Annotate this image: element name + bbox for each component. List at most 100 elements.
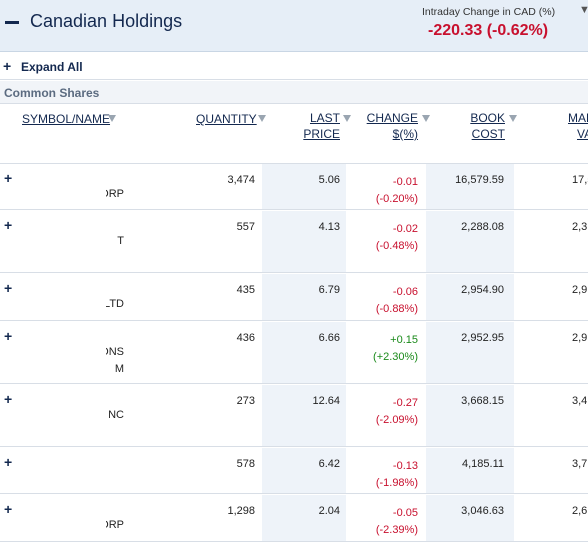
header-divider: [0, 163, 588, 164]
quantity-value: 578: [236, 458, 255, 470]
market-value-sort-link-line2[interactable]: VA: [577, 127, 588, 141]
change-value: +0.15 (+2.30%): [373, 334, 418, 363]
expand-all-plus-icon[interactable]: +: [3, 58, 12, 74]
sort-arrow-icon[interactable]: [343, 115, 351, 122]
sort-arrow-icon[interactable]: [509, 115, 517, 122]
change-sort-link[interactable]: CHANGE: [366, 111, 418, 125]
market-value-sort-link[interactable]: MAR: [568, 111, 588, 125]
book-cost-value: 4,185.11: [461, 458, 504, 470]
holdings-header: Canadian Holdings Intraday Change in CAD…: [0, 0, 588, 52]
expand-row-plus-icon[interactable]: +: [4, 328, 13, 344]
redacted-symbol-area: [18, 164, 106, 209]
holding-row[interactable]: + T 557 4.13 -0.02 (-0.48%) 2,288.08 2,3: [0, 211, 588, 273]
expand-row-plus-icon[interactable]: +: [4, 170, 13, 186]
market-value-value: 2,9: [572, 284, 588, 296]
book-cost-column-shade: [426, 274, 514, 320]
last-price-value: 12.64: [312, 395, 340, 407]
column-market-value: MAR VA: [566, 110, 588, 160]
change-value: -0.13 (-1.98%): [375, 460, 418, 489]
last-price-column-shade: [262, 164, 346, 209]
holding-row[interactable]: + 578 6.42 -0.13 (-1.98%) 4,185.11 3,7: [0, 448, 588, 494]
change-value: -0.27 (-2.09%): [375, 397, 418, 426]
market-value-value: 2,9: [572, 332, 588, 344]
redacted-symbol-area: [18, 211, 106, 272]
book-cost-value: 2,952.95: [461, 332, 504, 344]
expand-row-plus-icon[interactable]: +: [4, 501, 13, 517]
holding-row[interactable]: + NC 273 12.64 -0.27 (-2.09%) 3,668.15 3,…: [0, 385, 588, 447]
intraday-change-label: Intraday Change in CAD (%): [422, 6, 556, 18]
redacted-symbol-area: [18, 385, 106, 446]
column-last-price: LAST PRICE: [292, 110, 352, 160]
book-cost-value: 3,668.15: [461, 395, 504, 407]
holding-row[interactable]: + TIONS M 436 6.66 +0.15 (+2.30%) 2,952.95…: [0, 322, 588, 384]
expand-row-plus-icon[interactable]: +: [4, 217, 13, 233]
column-book-cost: BOOK COST: [460, 110, 520, 160]
expand-all-row: + Expand All: [0, 53, 588, 80]
market-value-value: 3,7: [572, 458, 588, 470]
last-price-sort-link-line2[interactable]: PRICE: [303, 127, 340, 141]
book-cost-column-shade: [426, 385, 514, 446]
last-price-value: 6.79: [318, 284, 340, 296]
section-header: Common Shares: [0, 81, 588, 104]
sort-arrow-icon[interactable]: [422, 115, 430, 122]
expand-row-plus-icon[interactable]: +: [4, 391, 13, 407]
column-symbol-name: SYMBOL/NAME: [22, 110, 122, 160]
redacted-symbol-area: [18, 322, 106, 383]
last-price-column-shade: [262, 495, 346, 541]
quantity-value: 273: [236, 395, 255, 407]
book-cost-column-shade: [426, 495, 514, 541]
holding-name: NC: [108, 409, 124, 421]
sort-arrow-icon[interactable]: [108, 115, 116, 122]
quantity-value: 435: [236, 284, 255, 296]
book-cost-column-shade: [426, 448, 514, 493]
change-value: -0.02 (-0.48%): [375, 223, 418, 252]
page-title: Canadian Holdings: [30, 11, 183, 31]
last-price-value: 6.42: [318, 458, 340, 470]
book-cost-value: 2,288.08: [461, 221, 504, 233]
quantity-value: 1,298: [227, 505, 255, 517]
book-cost-sort-link-line2[interactable]: COST: [471, 127, 505, 141]
book-cost-column-shade: [426, 211, 514, 272]
quantity-value: 436: [236, 332, 255, 344]
last-price-value: 6.66: [318, 332, 340, 344]
holding-row[interactable]: + ORP 3,474 5.06 -0.01 (-0.20%) 16,579.59…: [0, 164, 588, 210]
last-price-sort-link[interactable]: LAST: [309, 111, 340, 125]
last-price-column-shade: [262, 211, 346, 272]
symbol-name-sort-link[interactable]: SYMBOL/NAME: [22, 112, 111, 126]
holding-row[interactable]: + CORP 1,298 2.04 -0.05 (-2.39%) 3,046.63…: [0, 495, 588, 542]
expand-row-plus-icon[interactable]: +: [4, 454, 13, 470]
expand-all-link[interactable]: Expand All: [21, 60, 83, 74]
holding-name: ORP: [100, 188, 124, 200]
collapse-icon[interactable]: [4, 15, 20, 31]
last-price-column-shade: [262, 274, 346, 320]
sort-arrow-icon[interactable]: [258, 115, 266, 122]
book-cost-column-shade: [426, 322, 514, 383]
quantity-sort-link[interactable]: QUANTITY: [196, 112, 257, 126]
market-value-value: 2,3: [572, 221, 588, 233]
last-price-column-shade: [262, 322, 346, 383]
holding-name: T: [117, 235, 124, 247]
change-value: -0.01 (-0.20%): [375, 176, 418, 205]
column-quantity: QUANTITY: [196, 110, 276, 160]
change-value: -0.05 (-2.39%): [375, 507, 418, 536]
book-cost-sort-link[interactable]: BOOK: [470, 111, 505, 125]
last-price-column-shade: [262, 448, 346, 493]
quantity-value: 3,474: [227, 174, 255, 186]
book-cost-value: 3,046.63: [461, 505, 504, 517]
last-price-value: 2.04: [318, 505, 340, 517]
scroll-arrow-icon[interactable]: ▼: [579, 4, 588, 16]
market-value-value: 17,5: [572, 174, 588, 186]
redacted-symbol-area: [18, 274, 106, 320]
book-cost-column-shade: [426, 164, 514, 209]
quantity-value: 557: [236, 221, 255, 233]
last-price-column-shade: [262, 385, 346, 446]
expand-row-plus-icon[interactable]: +: [4, 280, 13, 296]
change-sort-link-line2[interactable]: $(%): [392, 127, 418, 141]
redacted-symbol-area: [18, 448, 106, 493]
change-value: -0.06 (-0.88%): [375, 286, 418, 315]
last-price-value: 4.13: [318, 221, 340, 233]
holding-row[interactable]: + S LTD 435 6.79 -0.06 (-0.88%) 2,954.90 …: [0, 274, 588, 321]
redacted-symbol-area: [18, 495, 106, 541]
book-cost-value: 16,579.59: [455, 174, 504, 186]
book-cost-value: 2,954.90: [461, 284, 504, 296]
